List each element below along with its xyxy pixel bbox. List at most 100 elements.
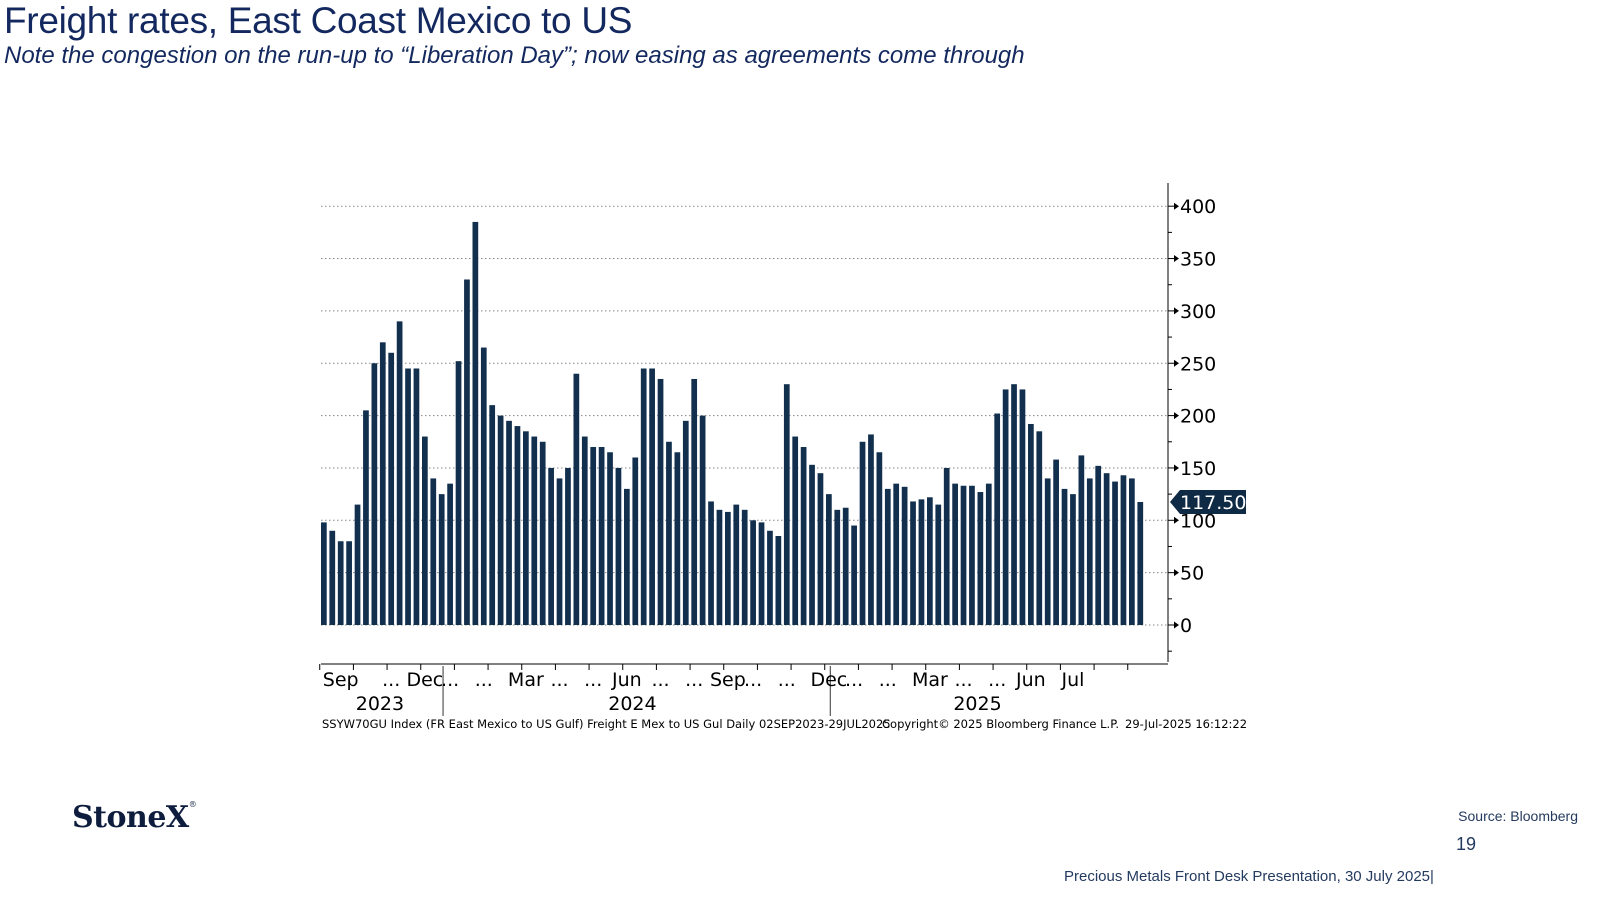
x-tick-label: ...	[685, 669, 703, 691]
bar	[792, 436, 799, 625]
bar	[472, 221, 479, 625]
x-tick-label: ...	[584, 669, 602, 691]
bar	[556, 478, 563, 625]
bar	[809, 464, 815, 625]
bar	[1112, 481, 1118, 625]
bar	[624, 488, 630, 625]
bar	[497, 415, 504, 625]
y-tick-label: 200	[1180, 406, 1216, 428]
x-tick-label: ...	[651, 669, 669, 691]
bar	[893, 483, 900, 625]
bar	[1002, 389, 1009, 625]
bar	[607, 452, 613, 625]
bar	[447, 483, 453, 625]
x-tick-label: ...	[382, 669, 400, 691]
bar	[480, 347, 487, 625]
chart-timestamp: 29-Jul-2025 16:12:22	[1125, 717, 1247, 731]
bar	[884, 488, 891, 625]
bar	[876, 452, 883, 625]
x-tick-label: Jul	[1060, 669, 1084, 691]
x-tick-label: ...	[441, 669, 459, 691]
bar	[708, 501, 714, 625]
bar	[396, 321, 403, 625]
bar	[363, 410, 369, 625]
bar	[548, 467, 554, 625]
bar	[438, 494, 445, 626]
bar	[767, 530, 773, 625]
bar	[422, 436, 428, 625]
bar	[1129, 478, 1135, 625]
bar	[935, 504, 942, 625]
y-tick-label: 0	[1180, 615, 1192, 637]
x-tick-label: Sep	[710, 669, 746, 691]
bar	[842, 507, 849, 625]
bar	[775, 536, 782, 625]
bar	[539, 441, 546, 625]
bar	[977, 492, 984, 625]
x-tick-label: ...	[988, 669, 1006, 691]
bar	[506, 420, 512, 625]
x-tick-label: ...	[954, 669, 972, 691]
bar	[598, 447, 605, 625]
bar	[413, 368, 420, 625]
y-tick-label: 400	[1180, 196, 1216, 218]
bar	[388, 352, 395, 625]
bar	[943, 467, 950, 625]
copyright-note: Copyright© 2025 Bloomberg Finance L.P.	[882, 717, 1119, 731]
page-title: Freight rates, East Coast Mexico to US	[4, 0, 633, 41]
x-tick-label: ...	[550, 669, 568, 691]
x-tick-label: Jun	[1015, 669, 1046, 691]
x-tick-label: ...	[845, 669, 863, 691]
bar	[337, 541, 344, 625]
bar	[531, 436, 538, 625]
y-tick-arrow	[1174, 516, 1179, 524]
page-subtitle: Note the congestion on the run-up to “Li…	[4, 42, 1025, 69]
bar	[573, 373, 580, 625]
x-year-label: 2024	[608, 693, 656, 715]
bar	[455, 361, 462, 625]
y-tick-arrow	[1174, 307, 1179, 315]
bar	[674, 452, 681, 625]
bar	[750, 520, 756, 625]
bar	[994, 413, 1001, 625]
y-tick-label: 350	[1180, 249, 1216, 271]
bar	[405, 368, 411, 625]
bar	[985, 483, 992, 625]
bar	[952, 483, 958, 625]
stonex-logo: StoneX®	[72, 800, 197, 835]
bar	[1095, 465, 1102, 625]
y-tick-arrow	[1174, 464, 1179, 472]
x-tick-label: Jun	[611, 669, 642, 691]
y-tick-label: 50	[1180, 563, 1204, 585]
bar	[489, 405, 496, 625]
bar	[632, 457, 639, 625]
x-tick-label: ...	[879, 669, 897, 691]
bar	[1053, 459, 1059, 625]
bar	[1086, 478, 1093, 625]
x-tick-label: Mar	[912, 669, 948, 691]
bar	[346, 541, 352, 625]
x-tick-label: ...	[778, 669, 796, 691]
bar	[716, 509, 723, 625]
bar	[901, 486, 908, 625]
bar	[699, 415, 706, 625]
x-tick-label: Sep	[323, 669, 359, 691]
x-tick-label: ...	[744, 669, 762, 691]
bar	[1120, 475, 1127, 625]
y-tick-label: 150	[1180, 458, 1216, 480]
y-tick-arrow	[1174, 255, 1179, 263]
bar	[1061, 488, 1068, 625]
footer-text: Precious Metals Front Desk Presentation,…	[1064, 868, 1434, 885]
bar	[615, 467, 622, 625]
y-tick-arrow	[1174, 621, 1179, 629]
bar	[910, 501, 916, 625]
bar	[666, 441, 672, 625]
y-tick-label: 300	[1180, 301, 1216, 323]
x-tick-label: ...	[475, 669, 493, 691]
bar	[1028, 423, 1034, 625]
x-tick-label: Dec	[406, 669, 443, 691]
x-tick-label: Mar	[508, 669, 544, 691]
bar	[868, 434, 874, 625]
bar	[590, 447, 597, 625]
